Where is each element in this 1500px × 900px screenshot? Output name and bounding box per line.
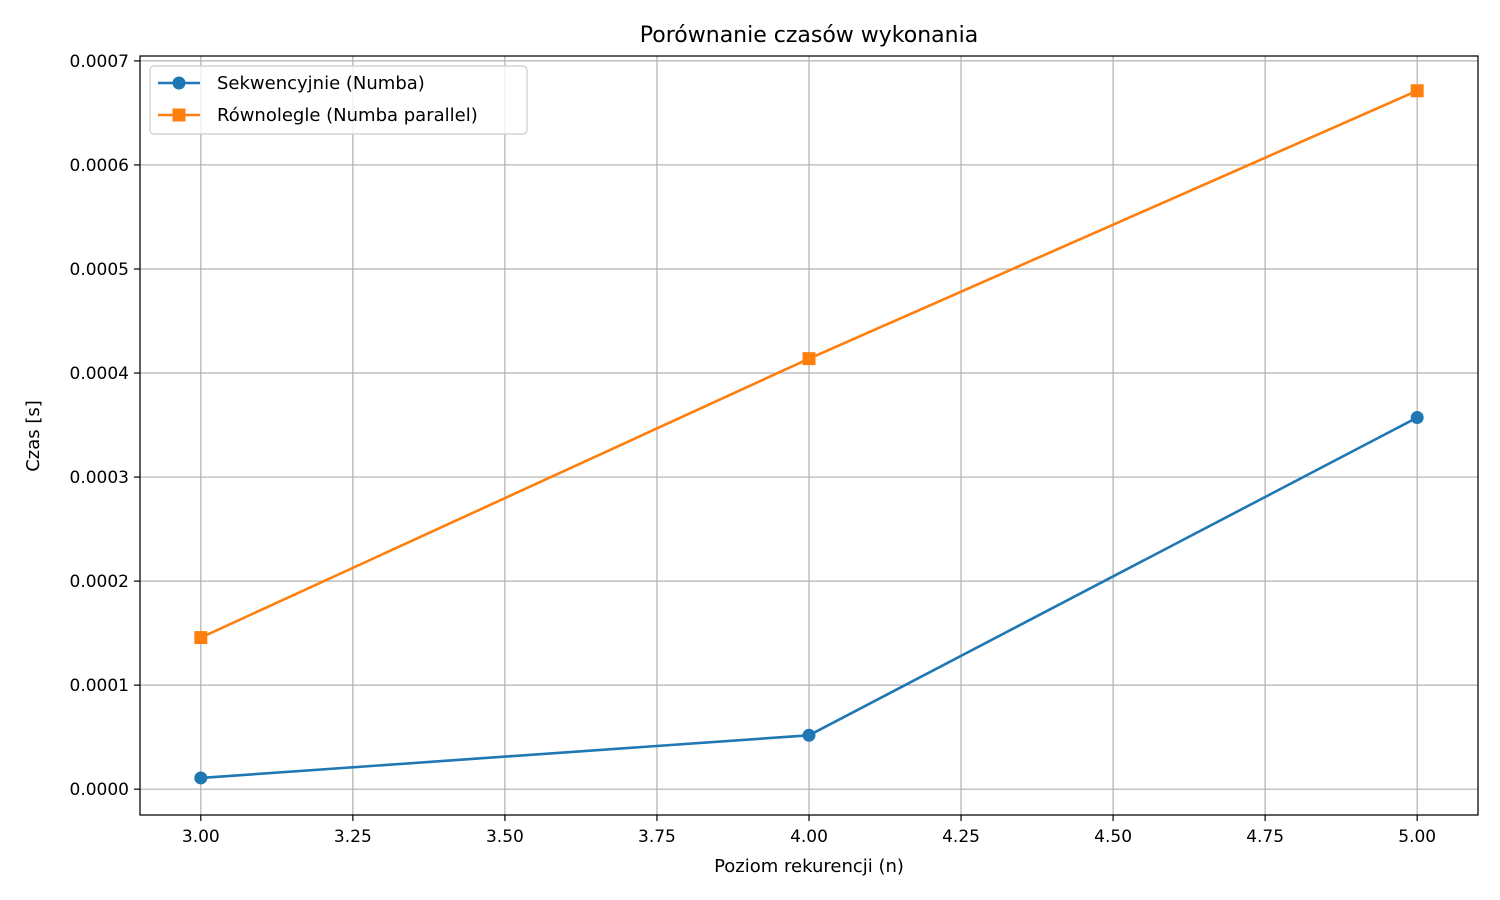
data-point <box>194 631 208 645</box>
y-tick-label: 0.0001 <box>70 676 129 696</box>
legend-label: Równolegle (Numba parallel) <box>217 105 478 126</box>
x-axis-title: Poziom rekurencji (n) <box>714 856 904 877</box>
x-tick-label: 5.00 <box>1398 827 1436 847</box>
data-point <box>194 771 208 785</box>
legend-entry: Równolegle (Numba parallel) <box>158 105 478 126</box>
y-tick-label: 0.0004 <box>70 364 129 384</box>
x-tick-label: 3.50 <box>486 827 524 847</box>
data-point <box>1410 84 1424 98</box>
data-point <box>1410 411 1424 425</box>
y-tick-label: 0.0007 <box>70 52 129 72</box>
data-point <box>802 352 816 366</box>
x-tick-label: 3.25 <box>334 827 372 847</box>
chart-title: Porównanie czasów wykonania <box>640 23 978 48</box>
x-tick-label: 4.75 <box>1246 827 1284 847</box>
series-layer <box>194 84 1424 785</box>
x-tick-label: 4.00 <box>790 827 828 847</box>
legend-box <box>149 65 528 135</box>
axis-ticks: 3.00 3.25 3.50 3.75 4.00 4.25 4.50 4.75 5.00 0.00… <box>70 52 1437 847</box>
data-point <box>802 728 816 742</box>
legend-marker <box>172 108 186 122</box>
x-tick-label: 3.00 <box>182 827 220 847</box>
y-axis-title: Czas [s] <box>23 400 44 472</box>
series-2 <box>194 84 1424 645</box>
x-tick-label: 3.75 <box>638 827 676 847</box>
x-tick-label: 4.50 <box>1094 827 1132 847</box>
x-tick-label: 4.25 <box>942 827 980 847</box>
legend-marker <box>172 76 186 90</box>
y-tick-label: 0.0005 <box>70 260 129 280</box>
legend: Sekwencyjnie (Numba) Równolegle (Numba pa… <box>149 65 528 135</box>
grid <box>140 56 1478 815</box>
y-tick-label: 0.0006 <box>70 156 129 176</box>
legend-entry: Sekwencyjnie (Numba) <box>158 73 425 94</box>
y-tick-label: 0.0002 <box>70 572 129 592</box>
legend-label: Sekwencyjnie (Numba) <box>217 73 425 94</box>
series-1 <box>194 411 1424 785</box>
y-tick-label: 0.0003 <box>70 468 129 488</box>
y-tick-label: 0.0000 <box>70 780 129 800</box>
